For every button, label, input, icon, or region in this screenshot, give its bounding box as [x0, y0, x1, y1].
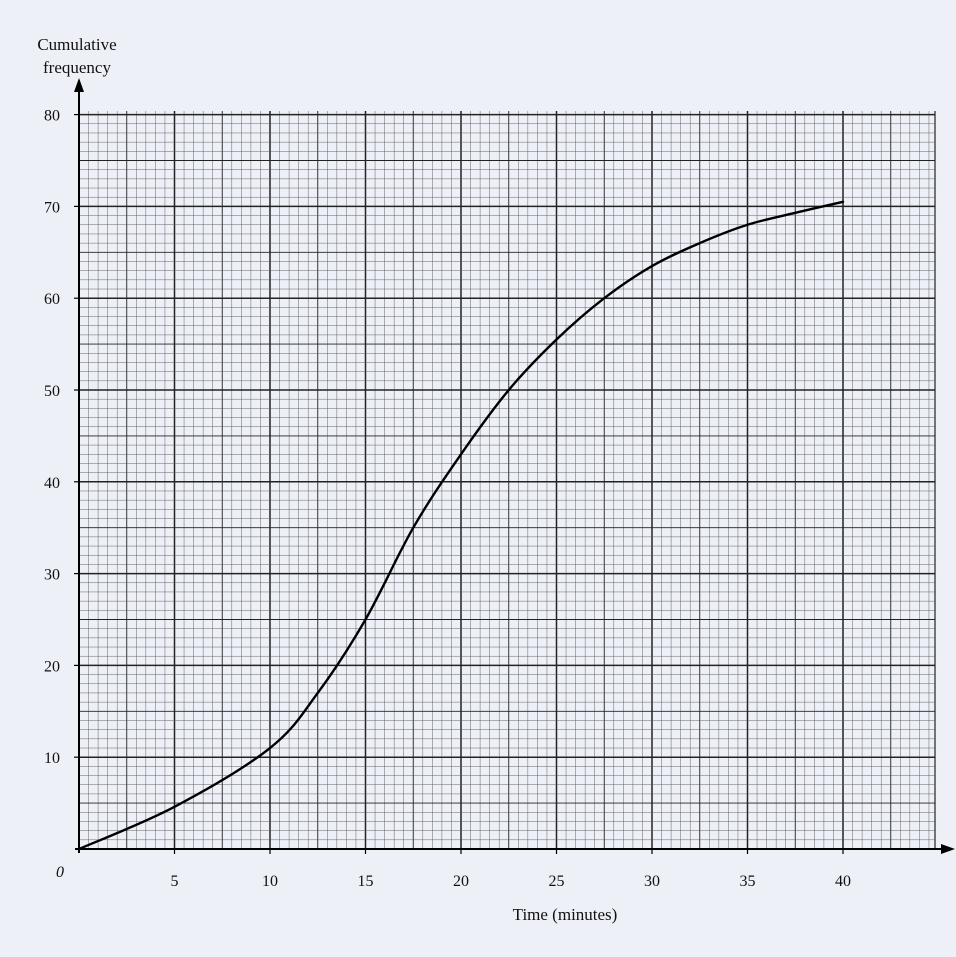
- y-tick-label: 30: [44, 567, 60, 584]
- y-tick-label: 20: [44, 658, 60, 675]
- x-tick-label: 30: [644, 873, 660, 890]
- tick-labels: 5 10 15 20 25 30 35 40 10 20 30 40 50 60 70 80: [44, 108, 851, 890]
- x-tick-label: 40: [835, 873, 851, 890]
- series-group: [77, 200, 845, 851]
- y-tick-label: 50: [44, 383, 60, 400]
- series-curve: [77, 200, 845, 851]
- x-tick-label: 25: [549, 873, 565, 890]
- y-axis-arrow: [74, 78, 84, 92]
- x-tick-label: 35: [740, 873, 756, 890]
- grid: [78, 111, 936, 850]
- y-tick-label: 40: [44, 475, 60, 492]
- y-axis-title-line1: Cumulative: [37, 35, 116, 54]
- x-axis-arrow: [941, 844, 955, 854]
- y-tick-label: 70: [44, 199, 60, 216]
- y-tick-label: 10: [44, 750, 60, 767]
- x-tick-label: 15: [358, 873, 374, 890]
- y-tick-label: 60: [44, 291, 60, 308]
- x-tick-label: 5: [171, 873, 179, 890]
- y-tick-label: 80: [44, 108, 60, 125]
- origin-label: 0: [56, 864, 64, 881]
- axes: [74, 78, 955, 854]
- x-axis-title: Time (minutes): [513, 905, 618, 924]
- x-tick-label: 20: [453, 873, 469, 890]
- y-axis-title-line2: frequency: [43, 58, 111, 77]
- x-tick-label: 10: [262, 873, 278, 890]
